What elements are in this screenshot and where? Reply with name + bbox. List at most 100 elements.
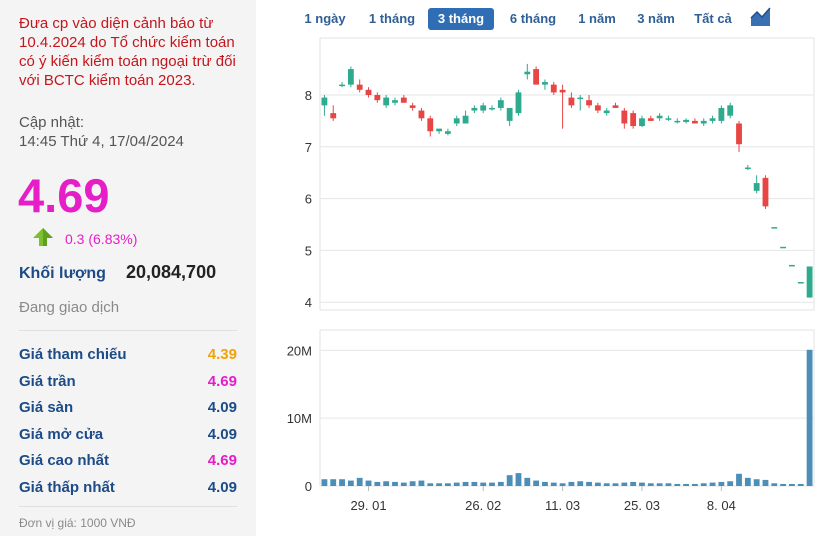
candle-body [665,118,672,120]
candle-body [577,97,584,100]
candle-body [330,113,337,119]
candle-body [647,118,654,121]
candle-body [586,100,592,106]
tab-period[interactable]: 1 tháng [368,11,416,26]
tab-period[interactable]: Tất cả [694,11,732,26]
candle-body [753,183,760,191]
volume-bar [347,480,354,486]
stat-value: 4.09 [207,425,237,443]
tab-period[interactable]: 1 ngày [304,11,346,26]
candle-body [806,266,813,298]
candle-body [550,84,557,93]
volume-bar [550,482,557,486]
price-change: 0.3 (6.83%) [65,231,138,247]
candle-body [321,97,328,106]
volume-bar [497,481,504,486]
volume-bar [674,483,681,486]
candle-body [339,84,345,87]
volume-bar [374,481,381,486]
volume-bar [321,479,328,486]
volume-bar [506,475,513,486]
trading-status: Đang giao dịch [19,299,120,316]
volume-bar [409,481,416,486]
stat-row: Giá sàn 4.09 [19,398,239,425]
stat-label: Giá cao nhất [19,452,110,469]
candle-body [480,105,487,111]
candle-body [780,246,787,249]
volume-bar [656,483,663,486]
volume-bar [427,483,434,486]
stat-value: 4.39 [207,346,237,363]
stat-value: 4.09 [207,399,237,416]
candle-body [656,115,663,119]
volume-bar [392,481,398,486]
candle-body [462,115,469,124]
x-tick-label: 26. 02 [465,498,501,513]
stat-label: Giá mở cửa [19,425,104,443]
price-panel [319,37,815,311]
candle-body [418,110,425,119]
candle-body [497,100,504,108]
volume-bar [621,482,628,486]
candle-body [524,71,531,75]
volume-bar [356,477,363,486]
candle-body [444,131,451,134]
volume-tick-label: 20M [287,343,312,358]
stat-value: 4.69 [207,452,237,469]
volume-bar [559,483,566,486]
candle-body [744,167,751,170]
volume-bar [568,481,575,486]
volume-bar [771,483,778,486]
volume-bar [683,483,690,486]
candle-body [400,97,407,103]
candle-body [374,94,381,101]
stat-row: Giá tham chiếu 4.39 [19,345,239,372]
volume-bar [736,473,742,486]
volume-bar [542,481,548,486]
candle-body [639,118,645,127]
volume-bar [480,482,487,486]
volume-bar [515,473,522,486]
candle-body [594,105,601,111]
volume-bar [418,480,425,486]
volume-bar [630,481,637,486]
volume-bar [594,482,601,486]
volume-bar [612,483,619,486]
volume-bar [762,479,769,486]
divider [19,506,237,507]
volume-bar [471,481,478,486]
volume-bar [753,479,760,486]
volume-panel [319,329,815,487]
volume-bar [339,479,345,486]
x-tick-label: 25. 03 [624,498,660,513]
volume-bar [639,482,645,486]
price-tick-label: 4 [305,295,312,310]
stat-row: Giá thấp nhất 4.09 [19,478,239,505]
volume-bar [577,481,584,486]
volume-bar [718,481,725,486]
divider [19,330,237,331]
candle-body [515,92,522,114]
volume-bar [744,477,751,486]
candle-body [436,128,443,132]
volume-bar [489,482,495,486]
candle-body [691,120,698,124]
volume-bar [383,481,390,486]
volume-tick-label: 10M [287,411,312,426]
volume-bar [806,349,813,486]
volume-bar [603,483,610,486]
area-chart-icon[interactable] [750,6,772,28]
candle-body [621,110,628,124]
volume-bar [691,483,698,486]
volume-bar [665,483,672,486]
tab-period[interactable]: 3 tháng [428,8,494,30]
volume-bar [365,480,372,486]
candle-body [674,120,681,123]
stat-row: Giá mở cửa 4.09 [19,425,239,452]
volume-bar [400,482,407,486]
stock-info-panel: Đưa cp vào diện cảnh báo từ 10.4.2024 do… [0,0,256,536]
tab-period[interactable]: 3 năm [637,11,675,26]
candle-body [409,105,416,108]
tab-period[interactable]: 6 tháng [509,11,557,26]
tab-period[interactable]: 1 năm [578,11,616,26]
